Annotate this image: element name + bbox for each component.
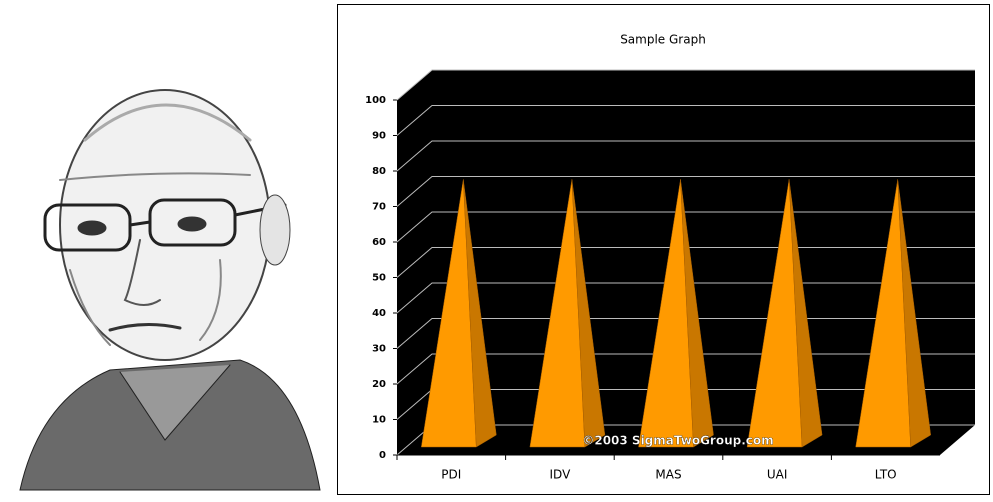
y-tick-label: 60 <box>372 237 386 248</box>
grid-line <box>396 140 975 172</box>
grid-line <box>396 211 975 243</box>
watermark: ©2003 SigmaTwoGroup.com <box>582 434 773 448</box>
x-tick-label: IDV <box>550 468 572 482</box>
y-tick-label: 100 <box>365 95 386 106</box>
x-tick-label: PDI <box>441 468 461 482</box>
pyramid-side <box>788 179 823 448</box>
y-tick-label: 80 <box>372 166 386 177</box>
portrait <box>19 89 321 491</box>
portrait-nose <box>123 239 161 306</box>
y-tick-label: 20 <box>372 379 386 390</box>
x-tick-label: MAS <box>655 468 681 482</box>
pyramid-side <box>897 179 931 448</box>
portrait-eye <box>77 220 107 236</box>
x-tick-label: LTO <box>875 468 897 482</box>
portrait-mouth <box>108 322 182 332</box>
portrait-ear <box>259 194 291 266</box>
y-tick-label: 0 <box>379 450 386 461</box>
pyramid-side <box>680 179 714 448</box>
y-tick-label: 40 <box>372 308 386 319</box>
y-tick-label: 90 <box>372 131 386 142</box>
pyramid-side <box>463 179 497 448</box>
y-tick-label: 30 <box>372 344 386 355</box>
portrait-collar <box>119 364 231 441</box>
portrait-scalp <box>83 103 252 142</box>
y-tick-label: 50 <box>372 273 386 284</box>
portrait-eye <box>177 216 207 232</box>
grid-line <box>396 176 975 207</box>
pyramid-side <box>571 179 606 448</box>
y-tick-label: 70 <box>372 202 386 213</box>
chart-title: Sample Graph <box>620 33 706 47</box>
y-tick-label: 10 <box>372 415 386 426</box>
plot: 0 10 20 30 40 50 60 70 80 90 100 PDI IDV MAS UAI LTO ©20… <box>365 69 975 482</box>
portrait-glasses-left <box>43 203 132 252</box>
portrait-shading <box>59 172 251 346</box>
grid-line <box>396 69 975 101</box>
grid-line <box>396 105 975 136</box>
x-tick-label: UAI <box>767 468 788 482</box>
